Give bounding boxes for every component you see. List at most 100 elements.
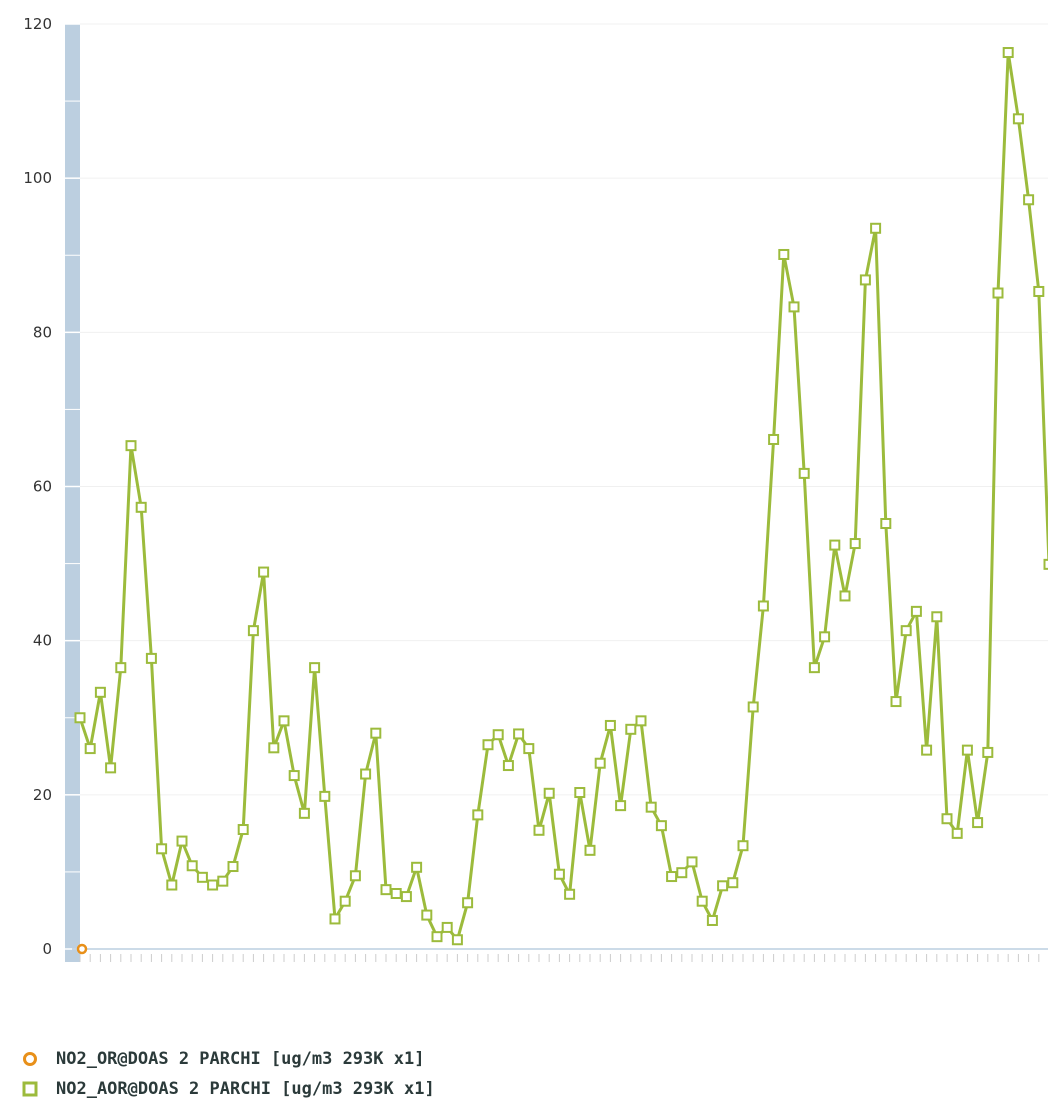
data-point-no2-aor[interactable] — [178, 837, 187, 846]
series-group — [76, 48, 1048, 953]
data-point-no2-aor[interactable] — [239, 825, 248, 834]
data-point-no2-aor[interactable] — [229, 862, 238, 871]
data-point-no2-aor[interactable] — [616, 801, 625, 810]
data-point-no2-aor[interactable] — [249, 626, 258, 635]
data-point-no2-aor[interactable] — [382, 885, 391, 894]
data-point-no2-aor[interactable] — [708, 916, 717, 925]
data-point-no2-aor[interactable] — [1014, 114, 1023, 123]
data-point-no2-aor[interactable] — [943, 814, 952, 823]
data-point-no2-aor[interactable] — [626, 725, 635, 734]
data-point-no2-aor[interactable] — [963, 746, 972, 755]
data-point-no2-aor[interactable] — [422, 911, 431, 920]
data-point-no2-aor[interactable] — [769, 435, 778, 444]
data-point-no2-aor[interactable] — [800, 469, 809, 478]
data-point-no2-aor[interactable] — [555, 870, 564, 879]
data-point-no2-aor[interactable] — [280, 716, 289, 725]
data-point-no2-aor[interactable] — [331, 914, 340, 923]
data-point-no2-aor[interactable] — [535, 826, 544, 835]
data-point-no2-aor[interactable] — [433, 932, 442, 941]
data-point-no2-aor[interactable] — [310, 663, 319, 672]
data-point-no2-aor[interactable] — [443, 923, 452, 932]
data-point-no2-aor[interactable] — [606, 721, 615, 730]
data-point-no2-aor[interactable] — [586, 846, 595, 855]
data-point-no2-aor[interactable] — [953, 829, 962, 838]
data-point-no2-aor[interactable] — [402, 892, 411, 901]
data-point-no2-aor[interactable] — [790, 302, 799, 311]
data-point-no2-aor[interactable] — [994, 289, 1003, 298]
data-point-no2-aor[interactable] — [137, 503, 146, 512]
data-point-no2-aor[interactable] — [892, 697, 901, 706]
data-point-no2-aor[interactable] — [677, 868, 686, 877]
data-point-no2-aor[interactable] — [504, 761, 513, 770]
legend-item-no2-or[interactable]: NO2_OR@DOAS 2 PARCHI [ug/m3 293K x1] — [22, 1046, 435, 1072]
data-point-no2-aor[interactable] — [86, 744, 95, 753]
data-point-no2-aor[interactable] — [167, 881, 176, 890]
data-point-no2-aor[interactable] — [147, 654, 156, 663]
data-point-no2-aor[interactable] — [218, 877, 227, 886]
data-point-no2-aor[interactable] — [861, 275, 870, 284]
data-point-no2-aor[interactable] — [902, 626, 911, 635]
data-point-no2-aor[interactable] — [545, 789, 554, 798]
data-point-no2-aor[interactable] — [820, 632, 829, 641]
data-point-no2-aor[interactable] — [688, 857, 697, 866]
data-point-no2-aor[interactable] — [514, 729, 523, 738]
data-point-no2-aor[interactable] — [749, 702, 758, 711]
data-point-no2-aor[interactable] — [351, 871, 360, 880]
data-point-no2-aor[interactable] — [983, 748, 992, 757]
data-point-no2-aor[interactable] — [871, 224, 880, 233]
data-point-no2-aor[interactable] — [1045, 560, 1048, 569]
data-point-no2-aor[interactable] — [371, 729, 380, 738]
data-point-no2-aor[interactable] — [1024, 195, 1033, 204]
data-point-no2-aor[interactable] — [718, 881, 727, 890]
data-point-no2-aor[interactable] — [473, 810, 482, 819]
data-point-no2-or[interactable] — [78, 945, 86, 953]
data-point-no2-aor[interactable] — [453, 935, 462, 944]
data-point-no2-aor[interactable] — [341, 897, 350, 906]
data-point-no2-aor[interactable] — [922, 746, 931, 755]
data-point-no2-aor[interactable] — [392, 889, 401, 898]
data-point-no2-aor[interactable] — [779, 250, 788, 259]
data-point-no2-aor[interactable] — [596, 759, 605, 768]
data-point-no2-aor[interactable] — [208, 881, 217, 890]
data-point-no2-aor[interactable] — [667, 872, 676, 881]
data-point-no2-aor[interactable] — [1004, 48, 1013, 57]
data-point-no2-aor[interactable] — [759, 601, 768, 610]
data-point-no2-aor[interactable] — [127, 441, 136, 450]
data-point-no2-aor[interactable] — [463, 898, 472, 907]
data-point-no2-aor[interactable] — [300, 809, 309, 818]
data-point-no2-aor[interactable] — [830, 541, 839, 550]
data-point-no2-aor[interactable] — [698, 897, 707, 906]
data-point-no2-aor[interactable] — [494, 730, 503, 739]
data-point-no2-aor[interactable] — [259, 568, 268, 577]
data-point-no2-aor[interactable] — [1034, 287, 1043, 296]
data-point-no2-aor[interactable] — [881, 519, 890, 528]
data-point-no2-aor[interactable] — [851, 539, 860, 548]
data-point-no2-aor[interactable] — [188, 861, 197, 870]
legend-item-no2-aor[interactable]: NO2_AOR@DOAS 2 PARCHI [ug/m3 293K x1] — [22, 1076, 435, 1102]
data-point-no2-aor[interactable] — [106, 763, 115, 772]
data-point-no2-aor[interactable] — [657, 821, 666, 830]
data-point-no2-aor[interactable] — [841, 591, 850, 600]
data-point-no2-aor[interactable] — [290, 771, 299, 780]
data-point-no2-aor[interactable] — [637, 716, 646, 725]
data-point-no2-aor[interactable] — [575, 788, 584, 797]
data-point-no2-aor[interactable] — [565, 890, 574, 899]
data-point-no2-aor[interactable] — [269, 743, 278, 752]
data-point-no2-aor[interactable] — [739, 841, 748, 850]
data-point-no2-aor[interactable] — [361, 770, 370, 779]
data-point-no2-aor[interactable] — [96, 688, 105, 697]
data-point-no2-aor[interactable] — [76, 713, 85, 722]
data-point-no2-aor[interactable] — [973, 818, 982, 827]
data-point-no2-aor[interactable] — [484, 740, 493, 749]
data-point-no2-aor[interactable] — [932, 612, 941, 621]
data-point-no2-aor[interactable] — [912, 607, 921, 616]
data-point-no2-aor[interactable] — [157, 844, 166, 853]
data-point-no2-aor[interactable] — [320, 792, 329, 801]
data-point-no2-aor[interactable] — [116, 663, 125, 672]
data-point-no2-aor[interactable] — [524, 744, 533, 753]
data-point-no2-aor[interactable] — [412, 863, 421, 872]
data-point-no2-aor[interactable] — [728, 878, 737, 887]
data-point-no2-aor[interactable] — [647, 803, 656, 812]
data-point-no2-aor[interactable] — [198, 873, 207, 882]
data-point-no2-aor[interactable] — [810, 663, 819, 672]
